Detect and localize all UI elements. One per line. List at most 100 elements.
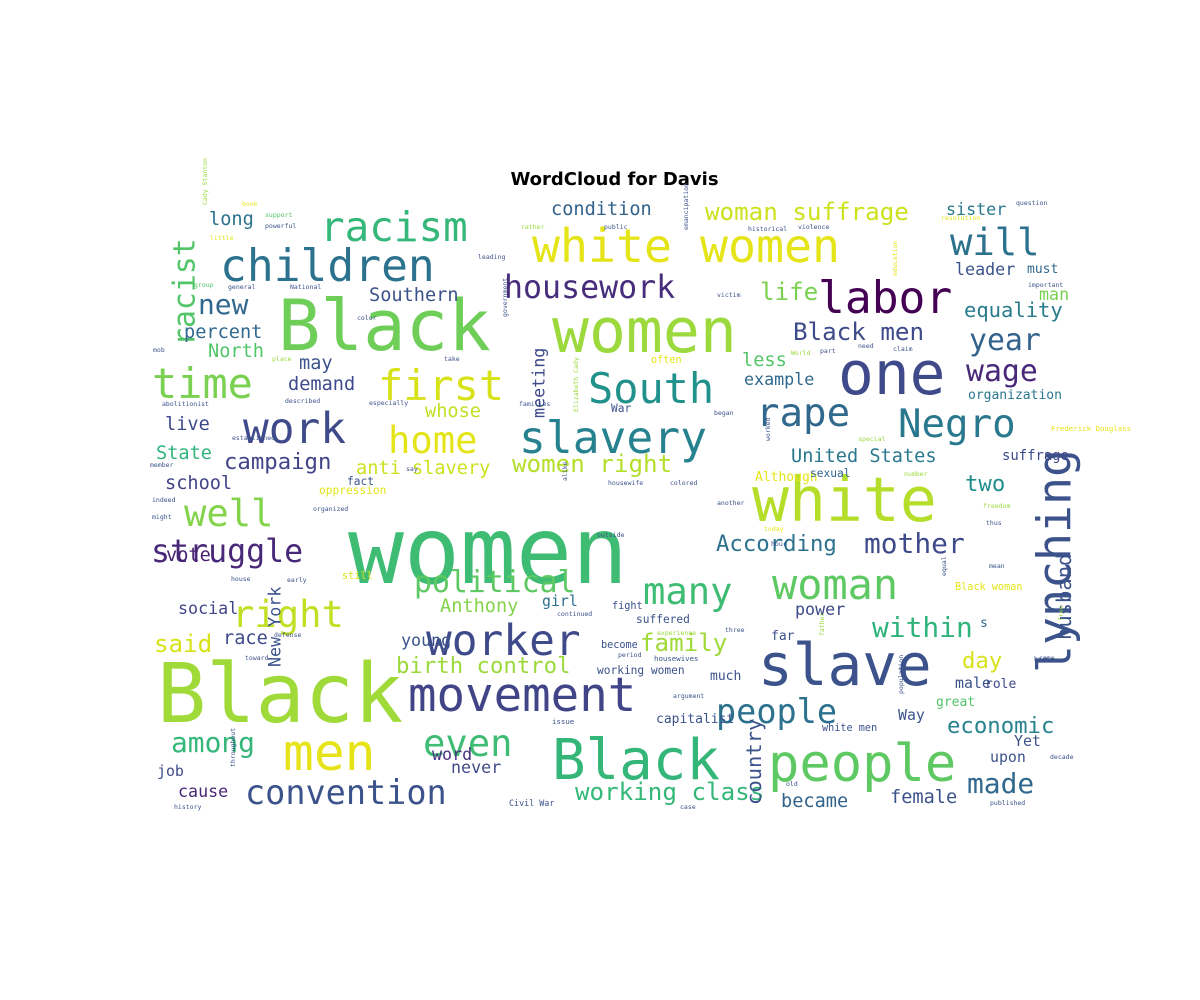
cloud-word: Cady Stanton (201, 158, 209, 205)
cloud-word: continued (557, 610, 592, 618)
cloud-word: say (406, 465, 418, 473)
cloud-word: house (231, 575, 251, 583)
cloud-word: violence (798, 223, 829, 231)
cloud-word: husband (1052, 554, 1076, 640)
cloud-word: Anthony (440, 596, 518, 617)
cloud-word: school (165, 473, 232, 494)
cloud-word: case (680, 803, 696, 811)
cloud-word: white men (822, 723, 877, 734)
cloud-word: population (897, 655, 905, 694)
cloud-word: white women (532, 219, 840, 273)
cloud-word: said (154, 630, 212, 658)
cloud-word: families (519, 400, 550, 408)
cloud-word: first (378, 361, 504, 410)
cloud-word: must (1027, 262, 1058, 277)
cloud-word: two (965, 471, 1005, 497)
cloud-word: toward (245, 654, 269, 662)
cloud-word: Black (278, 284, 491, 367)
cloud-word: began (714, 409, 734, 417)
cloud-word: great (936, 695, 975, 710)
cloud-word: resolution (941, 214, 980, 222)
cloud-word: freedom (983, 502, 1010, 510)
cloud-word: new (198, 288, 249, 321)
cloud-word: War (611, 402, 631, 415)
cloud-word: still (342, 571, 373, 582)
cloud-word: young (401, 630, 451, 650)
cloud-word: example (744, 369, 814, 389)
cloud-word: today (764, 525, 784, 533)
cloud-word: housework (504, 270, 675, 306)
cloud-word: slavery (519, 412, 707, 464)
cloud-word: rather (521, 223, 545, 231)
chart-title: WordCloud for Davis (510, 169, 719, 190)
cloud-word: often (651, 355, 682, 366)
cloud-word: decade (1050, 753, 1074, 761)
cloud-word: power (795, 599, 845, 619)
cloud-word: organization (968, 388, 1062, 403)
cloud-word: working class (575, 778, 764, 806)
cloud-word: struggle (151, 534, 303, 570)
cloud-word: sister (946, 199, 1006, 219)
cloud-word: three (725, 626, 745, 634)
cloud-word: live (165, 414, 210, 435)
cloud-word: capitalist (656, 712, 734, 727)
cloud-word: never (451, 757, 501, 777)
cloud-word: throughout (229, 728, 237, 767)
cloud-word: Southern (369, 285, 459, 306)
cloud-word: special (858, 435, 885, 443)
cloud-word: became (781, 791, 848, 812)
cloud-word: claim (893, 345, 913, 353)
cloud-word: hour (771, 540, 787, 548)
cloud-word: book (242, 200, 258, 208)
cloud-word: worker (426, 616, 581, 666)
cloud-word: Black (157, 647, 403, 742)
cloud-word: working women (597, 664, 685, 677)
cloud-word: equality (964, 298, 1063, 322)
cloud-word: need (858, 342, 874, 350)
cloud-word: important (1028, 281, 1063, 289)
cloud-word: fact (347, 475, 374, 488)
cloud-word: victim (717, 291, 741, 299)
cloud-word: historical (748, 225, 787, 233)
cloud-word: year (969, 323, 1041, 358)
cloud-word: general (228, 283, 255, 291)
cloud-word: rape (756, 391, 850, 436)
cloud-word: children (220, 240, 435, 292)
cloud-word: racism (320, 203, 468, 251)
cloud-word: vote (166, 545, 211, 566)
cloud-word: especially (369, 399, 408, 407)
cloud-word: emancipation (682, 183, 690, 230)
cloud-word: role (985, 677, 1016, 692)
cloud-word: leading (478, 253, 505, 261)
cloud-word: mob (153, 346, 165, 354)
cloud-word: argument (673, 692, 704, 700)
cloud-word: one (838, 340, 945, 409)
cloud-word: described (285, 397, 320, 405)
cloud-word: worked (764, 417, 772, 441)
cloud-word: campaign (224, 449, 331, 475)
cloud-word: color (357, 314, 377, 322)
cloud-word: economic (947, 713, 1054, 739)
cloud-word: women (552, 296, 737, 367)
cloud-word: become (601, 640, 638, 651)
cloud-word: word (432, 744, 472, 764)
cloud-word: much (710, 669, 741, 684)
cloud-word: housewives (654, 654, 699, 663)
cloud-word: Civil War (509, 798, 554, 808)
cloud-word: long (209, 209, 254, 230)
cloud-word: far (771, 629, 795, 644)
cloud-word: women right (512, 450, 672, 478)
cloud-word: movement (408, 668, 636, 723)
cloud-word: social (178, 598, 238, 618)
cloud-word: within (872, 611, 973, 644)
cloud-word: established (232, 434, 275, 442)
cloud-word: women (348, 497, 628, 605)
cloud-word: slave (758, 631, 932, 699)
cloud-word: demand (288, 374, 355, 395)
cloud-word: well (184, 491, 274, 535)
cloud-word: part (820, 347, 836, 355)
cloud-word: labor (818, 272, 952, 324)
cloud-word: public (604, 223, 628, 231)
cloud-word: place (272, 355, 292, 363)
